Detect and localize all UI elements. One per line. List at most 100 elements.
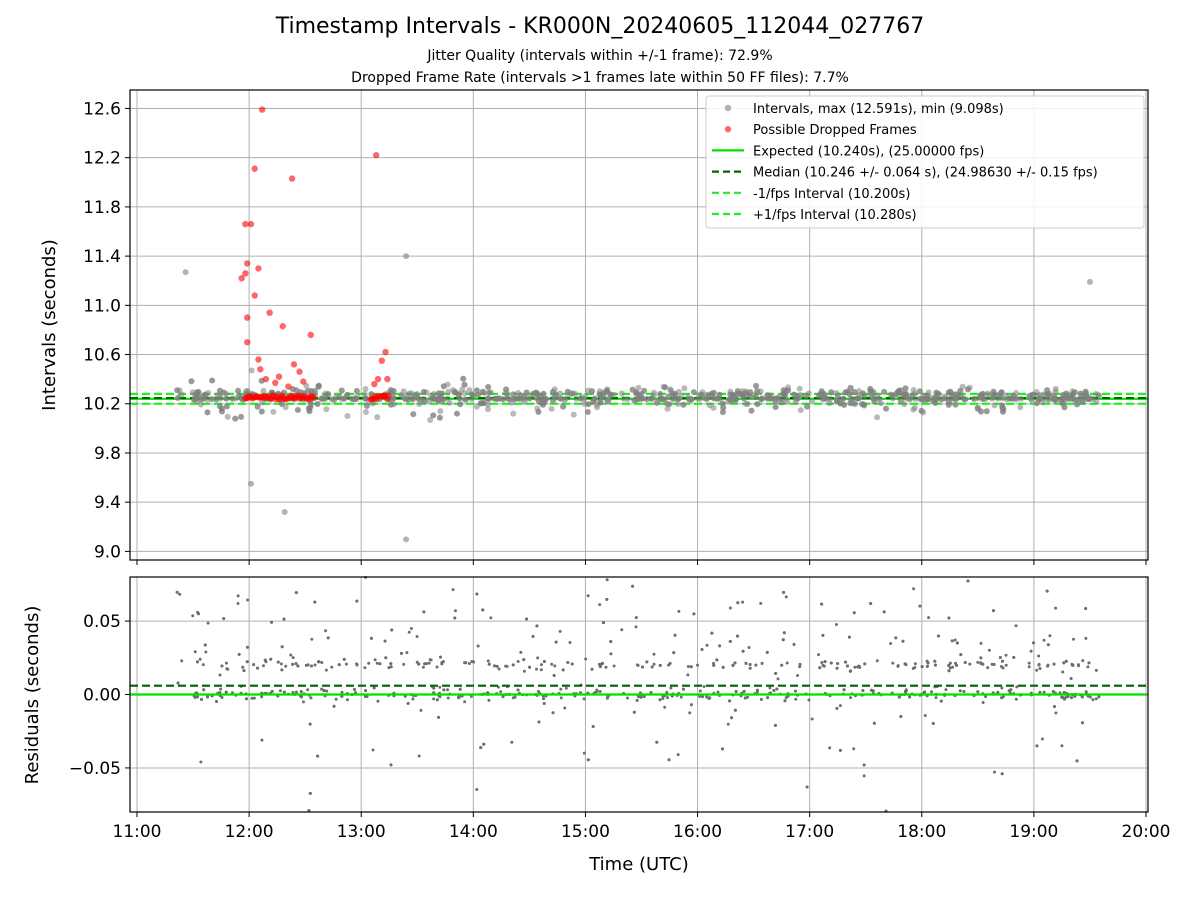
residual-point	[453, 616, 457, 620]
dropped-frame-point	[262, 375, 270, 383]
residual-point	[513, 695, 517, 699]
residual-point	[308, 722, 312, 726]
residual-point	[269, 657, 273, 661]
legend-entry: +1/fps Interval (10.280s)	[753, 208, 917, 223]
residual-point	[736, 601, 740, 605]
interval-point	[1036, 395, 1043, 402]
interval-point	[861, 392, 868, 399]
residual-point	[535, 624, 539, 628]
residual-point	[785, 661, 789, 665]
residual-point	[931, 722, 935, 726]
residual-point	[963, 660, 967, 664]
residual-point	[469, 694, 473, 698]
legend-marker	[724, 104, 732, 112]
legend-entry: Possible Dropped Frames	[753, 123, 917, 138]
residual-point	[309, 664, 313, 668]
residual-point	[631, 584, 635, 588]
residual-point	[665, 696, 669, 700]
residual-point	[863, 662, 867, 666]
interval-point	[216, 387, 223, 394]
interval-point	[388, 401, 395, 408]
residual-point	[793, 689, 797, 693]
interval-point	[916, 388, 923, 395]
interval-point	[661, 384, 668, 391]
residual-point	[773, 723, 777, 727]
residual-point	[716, 690, 720, 694]
interval-point	[635, 384, 642, 391]
interval-point	[747, 393, 754, 400]
residual-point	[650, 665, 654, 669]
residual-point	[640, 665, 644, 669]
residual-point	[309, 696, 313, 700]
residual-point	[260, 738, 264, 742]
residual-point	[1035, 744, 1039, 748]
residual-point	[598, 689, 602, 693]
residual-point	[344, 662, 348, 666]
interval-point	[430, 412, 437, 419]
residual-point	[346, 698, 350, 702]
residual-point	[950, 639, 954, 643]
residual-point	[1042, 638, 1046, 642]
interval-point	[876, 395, 883, 402]
bottom-axis-ticks: 11:00 12:00 13:00 14:00 15:00 16:00 17:00 18:00…	[69, 612, 1171, 842]
interval-point	[362, 386, 369, 393]
residual-point	[252, 663, 256, 667]
residual-point	[237, 652, 241, 656]
interval-point	[506, 396, 513, 403]
interval-point	[778, 399, 785, 406]
residual-point	[844, 660, 848, 664]
dropped-frame-point	[244, 260, 251, 267]
interval-point	[440, 383, 447, 390]
interval-point	[797, 392, 804, 399]
residual-point	[373, 658, 377, 662]
residual-point	[1037, 663, 1041, 667]
residual-point	[417, 662, 421, 666]
interval-point	[353, 388, 360, 395]
residual-point	[875, 659, 879, 663]
interval-point	[570, 411, 577, 418]
residual-point	[342, 657, 346, 661]
residual-point	[852, 611, 856, 615]
residual-point	[1015, 685, 1019, 689]
residual-point	[301, 700, 305, 704]
residual-point	[442, 688, 446, 692]
residual-point	[1000, 686, 1004, 690]
residual-point	[542, 702, 546, 706]
residual-point	[923, 713, 927, 717]
residual-point	[263, 658, 267, 662]
residual-point	[847, 635, 851, 639]
residual-point	[482, 742, 486, 746]
residual-point	[1062, 690, 1066, 694]
interval-point	[484, 395, 491, 402]
residual-point	[568, 641, 572, 645]
interval-point	[881, 388, 888, 395]
interval-point	[486, 389, 493, 396]
residual-point	[175, 590, 179, 594]
residual-point	[467, 661, 471, 665]
residual-point	[399, 651, 403, 655]
residual-point	[731, 663, 735, 667]
residual-point	[823, 660, 827, 664]
residual-point	[894, 636, 898, 640]
residual-point	[948, 666, 952, 670]
residual-point	[976, 690, 980, 694]
chart-subtitle-jitter: Jitter Quality (intervals within +/-1 fr…	[427, 48, 773, 64]
residual-point	[655, 740, 659, 744]
interval-point	[1068, 394, 1075, 401]
residual-point	[582, 751, 586, 755]
residual-point	[604, 665, 608, 669]
interval-point	[599, 393, 606, 400]
residual-point	[551, 711, 555, 715]
interval-point	[770, 395, 777, 402]
residual-point	[422, 610, 426, 614]
residual-point	[270, 620, 274, 624]
interval-point	[1083, 393, 1090, 400]
top-y-axis-label: Intervals (seconds)	[39, 239, 60, 411]
residual-point	[1076, 663, 1080, 667]
residual-point	[817, 653, 821, 657]
residual-point	[308, 791, 312, 795]
residual-point	[642, 695, 646, 699]
residual-point	[236, 601, 240, 605]
residual-point	[406, 701, 410, 705]
